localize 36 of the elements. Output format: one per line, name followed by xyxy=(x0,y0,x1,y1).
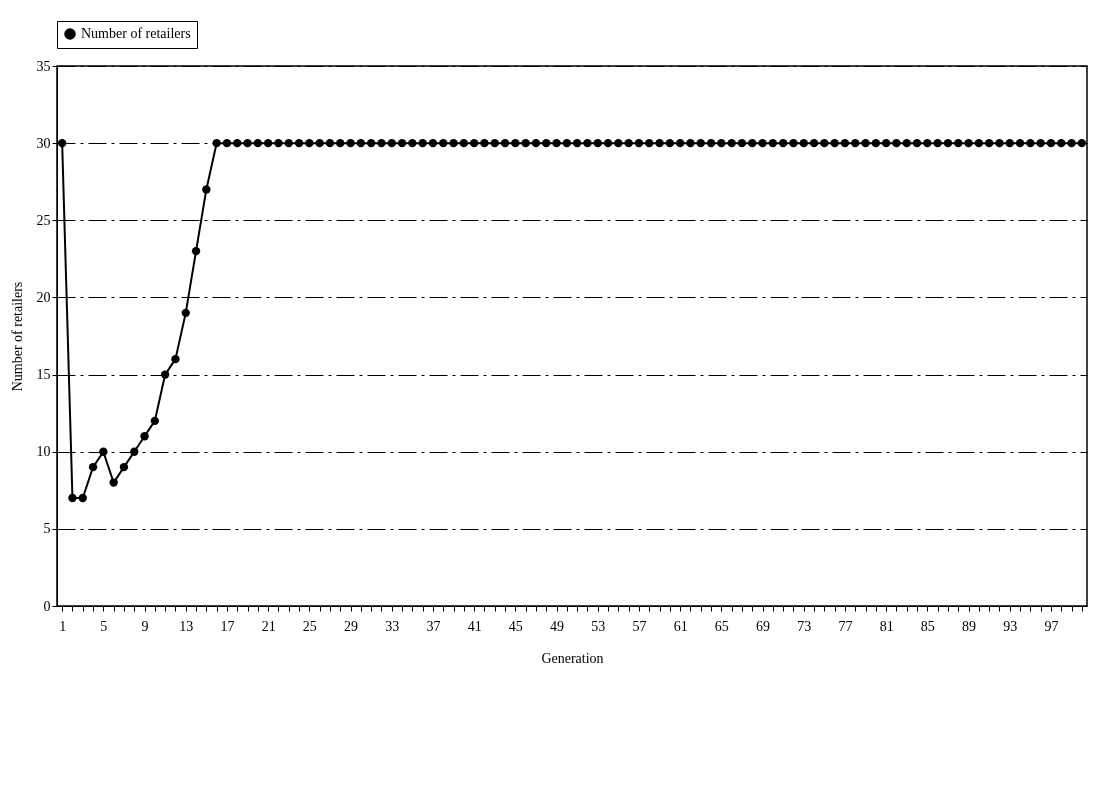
x-tick-label: 89 xyxy=(962,618,977,634)
y-tick-label: 35 xyxy=(36,58,51,74)
x-tick-label: 29 xyxy=(344,618,359,634)
x-tick-label: 53 xyxy=(591,618,606,634)
x-tick-label: 33 xyxy=(385,618,400,634)
x-tick-label: 61 xyxy=(673,618,688,634)
x-tick-label: 77 xyxy=(838,618,853,634)
y-tick-label: 30 xyxy=(36,135,51,151)
x-tick-label: 65 xyxy=(714,618,729,634)
y-tick-label: 0 xyxy=(43,598,51,614)
x-tick-label: 25 xyxy=(302,618,317,634)
x-tick-label: 81 xyxy=(879,618,894,634)
y-tick-label: 20 xyxy=(36,289,51,305)
x-tick-label: 37 xyxy=(426,618,441,634)
x-tick-label: 93 xyxy=(1003,618,1018,634)
legend-label: Number of retailers xyxy=(81,26,191,41)
x-tick-label: 17 xyxy=(220,618,235,634)
x-tick-label: 9 xyxy=(141,618,149,634)
x-tick-label: 5 xyxy=(100,618,108,634)
x-tick-label: 97 xyxy=(1044,618,1059,634)
x-tick-label: 21 xyxy=(261,618,276,634)
y-axis-title: Number of retailers xyxy=(9,281,25,392)
y-tick-label: 5 xyxy=(43,521,51,537)
x-tick-label: 85 xyxy=(920,618,935,634)
x-tick-label: 57 xyxy=(632,618,647,634)
y-tick-label: 10 xyxy=(36,444,51,460)
x-axis-title: Generation xyxy=(541,650,604,666)
x-tick-label: 45 xyxy=(508,618,523,634)
x-tick-label: 1 xyxy=(59,618,67,634)
x-tick-label: 49 xyxy=(550,618,565,634)
x-tick-label: 13 xyxy=(179,618,194,634)
y-tick-label: 15 xyxy=(36,367,51,383)
x-tick-label: 69 xyxy=(756,618,771,634)
x-tick-label: 73 xyxy=(797,618,812,634)
x-tick-label: 41 xyxy=(467,618,482,634)
y-tick-label: 25 xyxy=(36,212,51,228)
